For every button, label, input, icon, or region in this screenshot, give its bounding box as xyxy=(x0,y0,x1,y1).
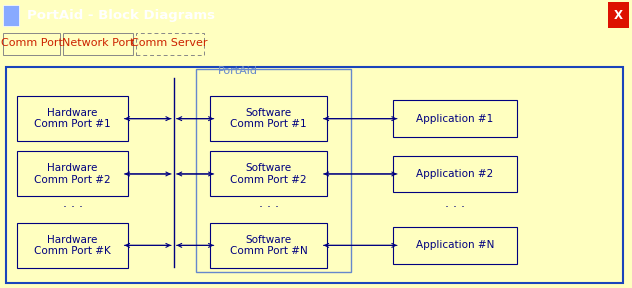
FancyBboxPatch shape xyxy=(210,151,327,196)
FancyBboxPatch shape xyxy=(63,33,133,55)
FancyBboxPatch shape xyxy=(210,96,327,141)
FancyBboxPatch shape xyxy=(608,2,629,28)
FancyBboxPatch shape xyxy=(18,223,128,268)
Bar xyxy=(3,5,19,26)
Text: Hardware
Comm Port #2: Hardware Comm Port #2 xyxy=(34,163,111,185)
Text: X: X xyxy=(614,9,623,22)
FancyBboxPatch shape xyxy=(393,227,516,264)
FancyBboxPatch shape xyxy=(136,33,204,55)
FancyBboxPatch shape xyxy=(18,96,128,141)
Text: Comm Port: Comm Port xyxy=(1,38,63,48)
Text: . . .: . . . xyxy=(63,197,83,211)
Text: Hardware
Comm Port #1: Hardware Comm Port #1 xyxy=(34,108,111,130)
FancyBboxPatch shape xyxy=(6,67,623,283)
Text: . . .: . . . xyxy=(445,197,465,211)
FancyBboxPatch shape xyxy=(393,156,516,192)
FancyBboxPatch shape xyxy=(3,33,60,55)
Text: . . .: . . . xyxy=(258,197,279,211)
Text: PortAid - Block Diagrams: PortAid - Block Diagrams xyxy=(27,9,214,22)
Text: Comm Server: Comm Server xyxy=(131,38,208,48)
Text: Software
Comm Port #2: Software Comm Port #2 xyxy=(230,163,307,185)
Text: PortAid: PortAid xyxy=(218,66,258,76)
Text: Application #1: Application #1 xyxy=(416,114,494,124)
Text: Application #N: Application #N xyxy=(416,240,494,250)
Text: Network Port: Network Port xyxy=(62,38,134,48)
FancyBboxPatch shape xyxy=(18,151,128,196)
FancyBboxPatch shape xyxy=(210,223,327,268)
FancyBboxPatch shape xyxy=(196,69,351,272)
Text: Hardware
Comm Port #K: Hardware Comm Port #K xyxy=(34,234,111,256)
Text: Software
Comm Port #1: Software Comm Port #1 xyxy=(230,108,307,130)
Text: Software
Comm Port #N: Software Comm Port #N xyxy=(229,234,308,256)
Text: Application #2: Application #2 xyxy=(416,169,494,179)
FancyBboxPatch shape xyxy=(393,100,516,137)
